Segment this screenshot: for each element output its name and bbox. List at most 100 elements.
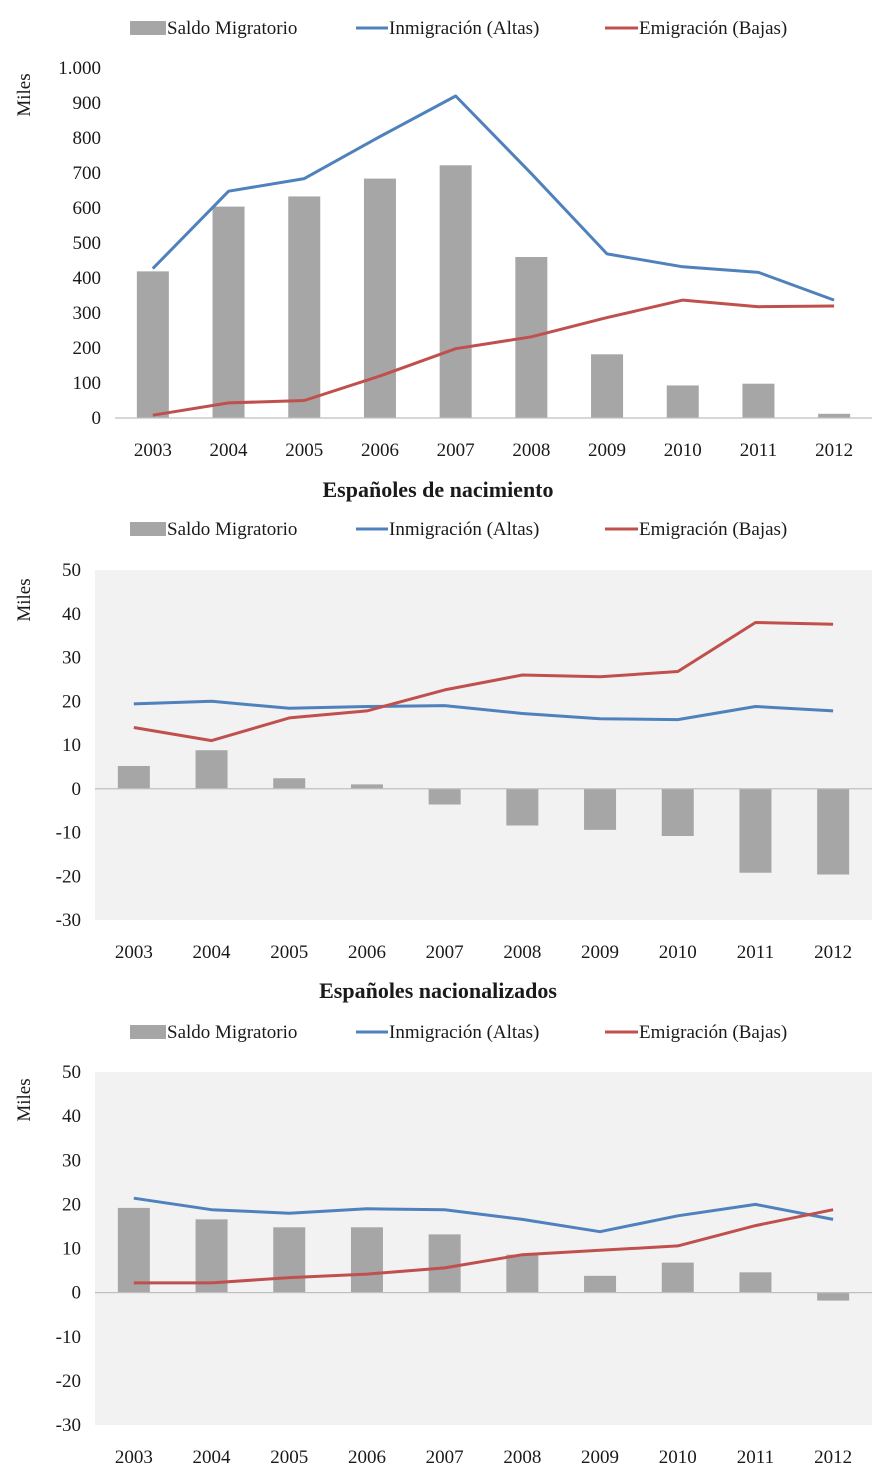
legend: Saldo Migratorio Inmigración (Altas) Emigr…: [130, 519, 787, 540]
legend: Saldo Migratorio Inmigración (Altas) Emigr…: [130, 1022, 787, 1043]
line-inmigracion: [133, 699, 834, 722]
legend-swatch-bar: [130, 1025, 166, 1039]
line-emigracion: [133, 621, 834, 743]
bar-saldo-2009: [584, 788, 617, 830]
line-inmigracion: [151, 94, 835, 302]
x-tick-label: 2003: [115, 1447, 153, 1465]
bar-saldo-2009: [584, 1275, 617, 1293]
bar-saldo-2003: [136, 271, 169, 418]
bar-saldo-2011: [739, 1272, 772, 1293]
y-tick-label: 0: [92, 408, 102, 429]
y-tick-label: 400: [73, 268, 102, 289]
x-tick-label: 2007: [437, 440, 475, 461]
bar-saldo-2011: [739, 788, 772, 873]
x-tick-label: 2003: [134, 440, 172, 461]
bar-saldo-2010: [666, 385, 699, 418]
y-tick-label: -20: [56, 1371, 81, 1392]
x-tick-label: 2010: [659, 942, 697, 963]
x-tick-label: 2004: [193, 1447, 232, 1465]
bar-saldo-2003: [117, 766, 150, 789]
x-tick-label: 2011: [737, 942, 774, 963]
x-tick-label: 2006: [361, 440, 399, 461]
x-tick-label: 2010: [664, 440, 702, 461]
chart-title: Españoles de nacimiento: [322, 477, 553, 502]
bar-saldo-2005: [273, 778, 306, 789]
legend-label-line1: Inmigración (Altas): [389, 1022, 539, 1043]
legend-label-line2: Emigración (Bajas): [639, 519, 787, 540]
x-tick-label: 2009: [581, 1447, 619, 1465]
chart-panel-2: Españoles de nacimiento Saldo Migratorio I…: [14, 477, 872, 963]
bar-saldo-2004: [195, 750, 228, 789]
bar-saldo-2004: [212, 206, 245, 418]
legend-swatch-bar: [130, 21, 166, 35]
x-tick-label: 2003: [115, 942, 153, 963]
bar-saldo-2007: [439, 165, 472, 418]
y-tick-label: -30: [56, 1415, 81, 1436]
x-tick-label: 2007: [426, 1447, 464, 1465]
x-tick-label: 2006: [348, 1447, 386, 1465]
y-tick-label: 100: [73, 373, 102, 394]
x-tick-label: 2004: [193, 942, 232, 963]
bar-saldo-2006: [350, 1227, 383, 1293]
bar-saldo-2006: [363, 178, 396, 418]
y-tick-label: 1.000: [58, 58, 101, 79]
legend-label-bar: Saldo Migratorio: [167, 519, 297, 540]
x-tick-label: 2008: [503, 1447, 541, 1465]
legend-swatch-bar: [130, 522, 166, 536]
y-tick-label: 700: [73, 163, 102, 184]
bar-saldo-2005: [288, 196, 321, 418]
chart-panel-1: Saldo Migratorio Inmigración (Altas) Emigr…: [14, 18, 872, 461]
y-tick-label: 900: [73, 93, 102, 114]
x-tick-label: 2006: [348, 942, 386, 963]
y-axis-label: Miles: [14, 73, 35, 116]
y-tick-label: -10: [56, 1327, 81, 1348]
x-tick-label: 2010: [659, 1447, 697, 1465]
bar-saldo-2006: [350, 784, 383, 789]
y-tick-label: 50: [62, 1062, 81, 1083]
legend-label-bar: Saldo Migratorio: [167, 18, 297, 39]
y-tick-label: 20: [62, 691, 81, 712]
bar-saldo-2004: [195, 1219, 228, 1293]
x-tick-label: 2005: [285, 440, 323, 461]
y-tick-label: 50: [62, 560, 81, 581]
legend-label-line1: Inmigración (Altas): [389, 519, 539, 540]
y-tick-label: 40: [62, 1106, 81, 1127]
bar-saldo-2009: [591, 354, 624, 418]
x-tick-label: 2005: [270, 1447, 308, 1465]
bar-saldo-2008: [506, 788, 539, 826]
bar-saldo-2010: [661, 1262, 694, 1293]
x-tick-label: 2009: [588, 440, 626, 461]
y-tick-label: 40: [62, 604, 81, 625]
line-emigracion: [152, 298, 835, 417]
bar-saldo-2012: [817, 788, 850, 875]
bar-saldo-2005: [273, 1227, 306, 1293]
bar-saldo-2012: [817, 1292, 850, 1301]
y-axis-label: Miles: [14, 578, 35, 621]
x-tick-label: 2011: [737, 1447, 774, 1465]
y-tick-label: 0: [72, 1283, 82, 1304]
x-tick-label: 2008: [512, 440, 550, 461]
bar-saldo-2007: [428, 788, 461, 805]
x-tick-label: 2004: [210, 440, 249, 461]
y-tick-label: -20: [56, 866, 81, 887]
line-inmigracion: [133, 1196, 834, 1234]
chart-panel-3: Españoles nacionalizados Saldo Migratorio…: [14, 978, 872, 1465]
y-tick-label: 800: [73, 128, 102, 149]
y-tick-label: -30: [56, 910, 81, 931]
x-tick-label: 2007: [426, 942, 464, 963]
bar-saldo-2003: [117, 1207, 150, 1293]
bar-saldo-2007: [428, 1234, 461, 1293]
x-tick-label: 2012: [815, 440, 853, 461]
y-tick-label: 30: [62, 1150, 81, 1171]
y-tick-label: -10: [56, 823, 81, 844]
bar-saldo-2012: [818, 413, 851, 418]
legend-label-line2: Emigración (Bajas): [639, 1022, 787, 1043]
bar-saldo-2008: [506, 1254, 539, 1293]
legend-label-bar: Saldo Migratorio: [167, 1022, 297, 1043]
legend-label-line2: Emigración (Bajas): [639, 18, 787, 39]
y-tick-label: 20: [62, 1194, 81, 1215]
x-tick-label: 2008: [503, 942, 541, 963]
y-tick-label: 0: [72, 779, 82, 800]
y-tick-label: 10: [62, 735, 81, 756]
bar-saldo-2011: [742, 383, 775, 418]
